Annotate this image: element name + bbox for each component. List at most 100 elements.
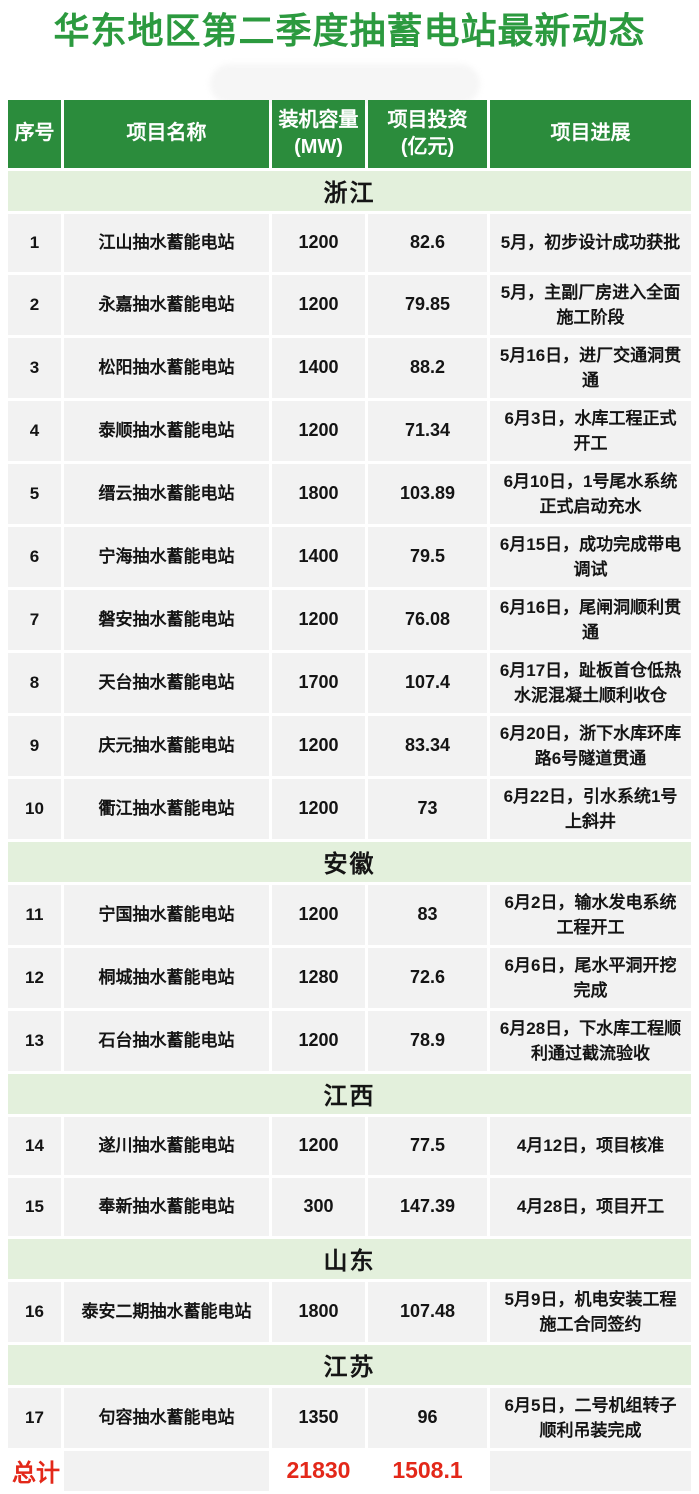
region-band-row: 江西 [8, 1073, 691, 1114]
cell-investment: 103.89 [368, 463, 487, 524]
cell-project-name: 奉新抽水蓄能电站 [64, 1177, 269, 1236]
table-row: 11 宁国抽水蓄能电站 1200 83 6月2日，输水发电系统工程开工 [8, 884, 691, 945]
cell-capacity: 1200 [272, 1010, 365, 1071]
column-header-name: 项目名称 [64, 99, 269, 168]
cell-index: 3 [8, 337, 61, 398]
column-header-line: 序号 [14, 122, 55, 145]
cell-project-name: 泰安二期抽水蓄能电站 [64, 1281, 269, 1342]
cell-capacity: 1200 [272, 1116, 365, 1175]
cell-capacity: 1700 [272, 652, 365, 713]
cell-index: 2 [8, 274, 61, 335]
cell-project-name: 泰顺抽水蓄能电站 [64, 400, 269, 461]
cell-project-name: 磐安抽水蓄能电站 [64, 589, 269, 650]
cell-investment: 71.34 [368, 400, 487, 461]
cell-progress: 6月16日，尾闸洞顺利贯通 [490, 589, 691, 650]
cell-index: 5 [8, 463, 61, 524]
cell-investment: 83 [368, 884, 487, 945]
cell-progress: 6月5日，二号机组转子顺利吊装完成 [490, 1387, 691, 1448]
cell-progress: 5月，主副厂房进入全面施工阶段 [490, 274, 691, 335]
total-investment: 1508.1 [368, 1450, 487, 1491]
cell-capacity: 1350 [272, 1387, 365, 1448]
cell-progress: 6月3日，水库工程正式开工 [490, 400, 691, 461]
cell-project-name: 宁海抽水蓄能电站 [64, 526, 269, 587]
cell-progress: 4月28日，项目开工 [490, 1177, 691, 1236]
cell-project-name: 庆元抽水蓄能电站 [64, 715, 269, 776]
table-row: 5 缙云抽水蓄能电站 1800 103.89 6月10日，1号尾水系统正式启动充水 [8, 463, 691, 524]
cell-capacity: 1800 [272, 463, 365, 524]
cell-progress: 6月22日，引水系统1号上斜井 [490, 778, 691, 839]
region-band-label: 安徽 [8, 841, 691, 882]
cell-project-name: 遂川抽水蓄能电站 [64, 1116, 269, 1175]
table-row: 12 桐城抽水蓄能电站 1280 72.6 6月6日，尾水平洞开挖完成 [8, 947, 691, 1008]
cell-capacity: 300 [272, 1177, 365, 1236]
table-row: 9 庆元抽水蓄能电站 1200 83.34 6月20日，浙下水库环库路6号隧道贯通 [8, 715, 691, 776]
cell-project-name: 天台抽水蓄能电站 [64, 652, 269, 713]
cell-index: 9 [8, 715, 61, 776]
cell-project-name: 句容抽水蓄能电站 [64, 1387, 269, 1448]
region-band-row: 山东 [8, 1238, 691, 1279]
cell-progress: 6月2日，输水发电系统工程开工 [490, 884, 691, 945]
cell-capacity: 1200 [272, 778, 365, 839]
table-row: 16 泰安二期抽水蓄能电站 1800 107.48 5月9日，机电安装工程施工合同签约 [8, 1281, 691, 1342]
cell-investment: 147.39 [368, 1177, 487, 1236]
cell-investment: 79.5 [368, 526, 487, 587]
table-row: 13 石台抽水蓄能电站 1200 78.9 6月28日，下水库工程顺利通过截流验收 [8, 1010, 691, 1071]
column-header-line: 项目进展 [550, 122, 631, 145]
cell-investment: 79.85 [368, 274, 487, 335]
cell-index: 7 [8, 589, 61, 650]
cell-project-name: 宁国抽水蓄能电站 [64, 884, 269, 945]
column-header-line: 装机容量 [278, 108, 359, 131]
region-band-row: 安徽 [8, 841, 691, 882]
cell-index: 10 [8, 778, 61, 839]
cell-investment: 107.4 [368, 652, 487, 713]
cell-investment: 73 [368, 778, 487, 839]
column-header-line: 项目名称 [126, 122, 207, 145]
column-header-progress: 项目进展 [490, 99, 691, 168]
cell-progress: 6月20日，浙下水库环库路6号隧道贯通 [490, 715, 691, 776]
cell-project-name: 江山抽水蓄能电站 [64, 213, 269, 272]
cell-progress: 6月28日，下水库工程顺利通过截流验收 [490, 1010, 691, 1071]
cell-capacity: 1400 [272, 337, 365, 398]
cell-progress: 5月16日，进厂交通洞贯通 [490, 337, 691, 398]
region-band-row: 江苏 [8, 1344, 691, 1385]
cell-capacity: 1280 [272, 947, 365, 1008]
projects-table: 序号 项目名称 装机容量 (MW) 项目投资 (亿元) 项目进展 浙江 1 江山抽水蓄能电站 12… [5, 97, 694, 1494]
column-header-no: 序号 [8, 99, 61, 168]
table-row: 1 江山抽水蓄能电站 1200 82.6 5月，初步设计成功获批 [8, 213, 691, 272]
cell-progress: 6月15日，成功完成带电调试 [490, 526, 691, 587]
region-band-label: 江西 [8, 1073, 691, 1114]
cell-investment: 96 [368, 1387, 487, 1448]
cell-index: 16 [8, 1281, 61, 1342]
cell-index: 14 [8, 1116, 61, 1175]
total-empty-name [64, 1450, 269, 1491]
region-band-label: 浙江 [8, 170, 691, 211]
cell-project-name: 石台抽水蓄能电站 [64, 1010, 269, 1071]
cell-index: 1 [8, 213, 61, 272]
cell-investment: 78.9 [368, 1010, 487, 1071]
cell-capacity: 1200 [272, 274, 365, 335]
column-header-investment_yi: 项目投资 (亿元) [368, 99, 487, 168]
table-row: 3 松阳抽水蓄能电站 1400 88.2 5月16日，进厂交通洞贯通 [8, 337, 691, 398]
cell-investment: 72.6 [368, 947, 487, 1008]
cell-progress: 6月17日，趾板首仓低热水泥混凝土顺利收仓 [490, 652, 691, 713]
table-body: 浙江 1 江山抽水蓄能电站 1200 82.6 5月，初步设计成功获批 2 永嘉抽水蓄能电站 1… [8, 170, 691, 1491]
column-header-line: (MW) [294, 135, 343, 158]
cell-index: 11 [8, 884, 61, 945]
watermark-blob [210, 64, 480, 104]
cell-capacity: 1800 [272, 1281, 365, 1342]
cell-capacity: 1400 [272, 526, 365, 587]
total-row: 总计 21830 1508.1 [8, 1450, 691, 1491]
cell-index: 17 [8, 1387, 61, 1448]
cell-project-name: 桐城抽水蓄能电站 [64, 947, 269, 1008]
cell-project-name: 衢江抽水蓄能电站 [64, 778, 269, 839]
cell-index: 13 [8, 1010, 61, 1071]
cell-investment: 83.34 [368, 715, 487, 776]
cell-investment: 82.6 [368, 213, 487, 272]
column-header-line: (亿元) [400, 135, 455, 158]
region-band-label: 江苏 [8, 1344, 691, 1385]
table-row: 15 奉新抽水蓄能电站 300 147.39 4月28日，项目开工 [8, 1177, 691, 1236]
cell-progress: 6月10日，1号尾水系统正式启动充水 [490, 463, 691, 524]
total-label: 总计 [8, 1450, 61, 1491]
cell-capacity: 1200 [272, 715, 365, 776]
